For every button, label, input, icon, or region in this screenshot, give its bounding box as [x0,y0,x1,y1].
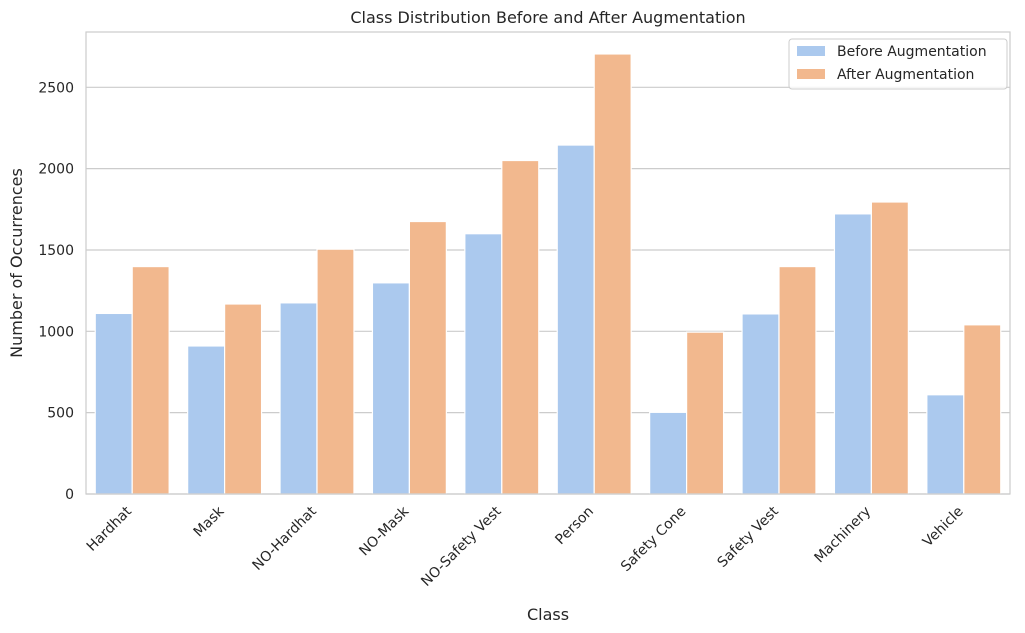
x-tick-label: Mask [191,503,228,540]
bar-before-safety-vest [742,314,779,494]
x-tick-label: Vehicle [920,504,967,551]
bar-before-no-mask [372,283,409,494]
x-tick-label: Person [552,504,597,549]
chart-title: Class Distribution Before and After Augm… [350,8,745,27]
x-tick-label: Hardhat [84,503,136,555]
legend-label-after: After Augmentation [837,67,974,83]
y-tick-label: 1500 [38,243,74,259]
y-axis-title: Number of Occurrences [7,168,26,358]
bar-before-machinery [834,214,871,494]
legend: Before Augmentation After Augmentation [789,39,1007,89]
x-tick-label: Machinery [812,504,875,567]
legend-swatch-after [797,69,825,79]
x-axis-title: Class [527,605,569,624]
bar-before-no-safety-vest [465,234,502,494]
bar-after-safety-vest [779,267,816,494]
x-tick-label: NO-Hardhat [250,503,321,574]
x-tick-label: Safety Vest [715,503,783,571]
bar-after-hardhat [132,267,169,494]
x-tick-labels: Hardhat Mask NO-Hardhat NO-Mask NO-Safety Ve… [84,503,967,590]
x-tick-label: NO-Mask [356,503,412,559]
bar-after-no-safety-vest [502,161,539,494]
bar-after-no-mask [409,222,446,494]
bar-before-person [557,145,594,494]
bars [95,54,1001,494]
bar-after-person [594,54,631,494]
y-tick-label: 2500 [38,80,74,96]
bar-after-safety-cone [687,332,724,494]
legend-swatch-before [797,46,825,56]
y-tick-label: 500 [47,406,74,422]
y-tick-label: 1000 [38,324,74,340]
bar-before-safety-cone [650,412,687,494]
bar-before-no-hardhat [280,303,317,494]
y-tick-labels: 0 500 1000 1500 2000 2500 [38,80,74,503]
x-tick-label: NO-Safety Vest [418,503,505,590]
bar-before-hardhat [95,313,132,494]
bar-after-no-hardhat [317,249,354,494]
bar-before-vehicle [927,395,964,494]
y-tick-label: 2000 [38,162,74,178]
x-tick-label: Safety Cone [618,504,689,575]
y-tick-label: 0 [65,487,74,503]
bar-before-mask [188,346,225,494]
bar-after-mask [225,304,262,494]
legend-label-before: Before Augmentation [837,44,987,60]
bar-after-vehicle [964,325,1001,494]
bar-after-machinery [871,202,908,494]
